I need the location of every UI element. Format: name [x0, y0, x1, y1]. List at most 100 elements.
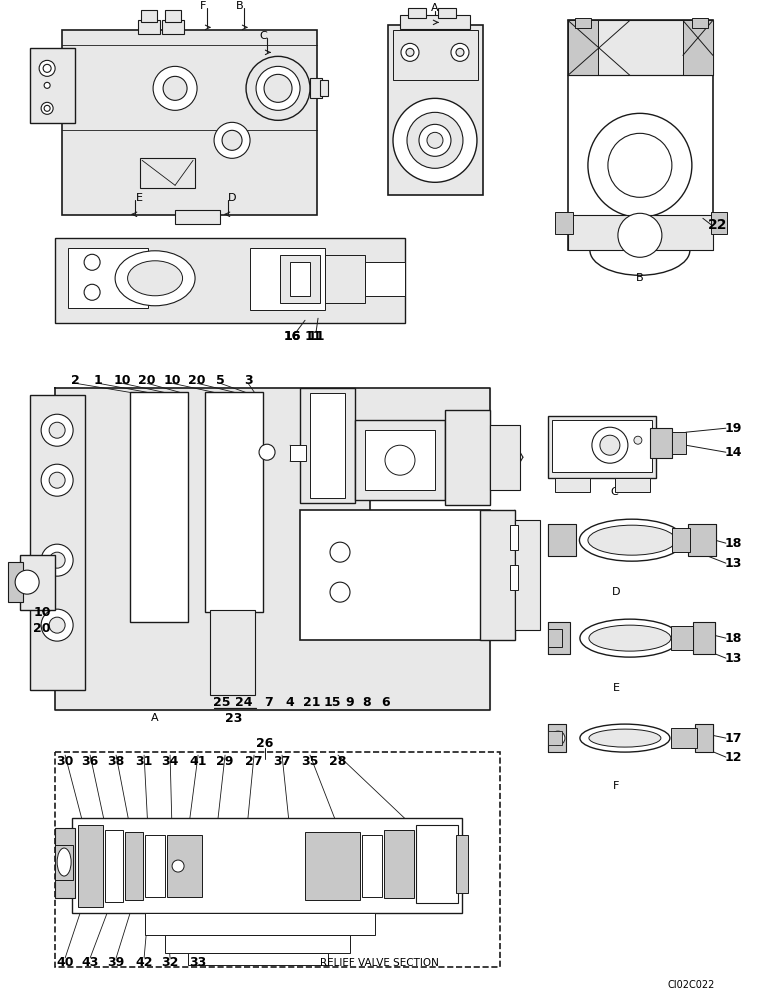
- Bar: [250, 248, 325, 310]
- Bar: [305, 832, 360, 900]
- Text: 17: 17: [724, 732, 742, 745]
- Ellipse shape: [580, 724, 670, 752]
- Text: RELIEF VALVE SECTION: RELIEF VALVE SECTION: [320, 958, 439, 968]
- Text: E: E: [135, 193, 143, 203]
- Ellipse shape: [589, 625, 671, 651]
- Bar: [671, 626, 693, 650]
- Bar: [548, 524, 576, 556]
- Bar: [416, 825, 458, 903]
- Bar: [568, 20, 713, 75]
- Bar: [78, 825, 103, 907]
- Circle shape: [634, 436, 642, 444]
- Bar: [205, 392, 263, 612]
- Text: 37: 37: [274, 755, 291, 768]
- Circle shape: [41, 544, 73, 576]
- Ellipse shape: [589, 729, 661, 747]
- Bar: [456, 835, 468, 893]
- Bar: [671, 728, 697, 748]
- Bar: [548, 416, 656, 478]
- Text: 20: 20: [188, 374, 206, 387]
- Bar: [393, 30, 478, 80]
- Text: CI02C022: CI02C022: [667, 980, 715, 990]
- Text: B: B: [236, 1, 244, 11]
- Text: 20: 20: [138, 374, 156, 387]
- Text: 10: 10: [163, 374, 181, 387]
- Bar: [548, 622, 570, 654]
- Text: 24: 24: [236, 696, 253, 709]
- Circle shape: [407, 112, 463, 168]
- Text: 43: 43: [81, 956, 99, 969]
- Circle shape: [41, 464, 73, 496]
- Circle shape: [41, 414, 73, 446]
- Text: 34: 34: [161, 755, 179, 768]
- Bar: [145, 913, 375, 935]
- Bar: [132, 410, 186, 414]
- Bar: [55, 752, 500, 967]
- Bar: [490, 425, 520, 490]
- Bar: [672, 432, 686, 454]
- Bar: [132, 416, 186, 420]
- Circle shape: [385, 445, 415, 475]
- Text: 12: 12: [724, 751, 742, 764]
- Circle shape: [600, 435, 620, 455]
- Bar: [688, 524, 716, 556]
- Ellipse shape: [57, 848, 71, 876]
- Text: C: C: [610, 487, 618, 497]
- Bar: [145, 835, 165, 897]
- Bar: [20, 555, 55, 610]
- Circle shape: [15, 570, 39, 594]
- Bar: [692, 18, 708, 28]
- Bar: [300, 510, 490, 640]
- Bar: [320, 80, 328, 96]
- Ellipse shape: [588, 525, 676, 555]
- Text: 1: 1: [93, 374, 103, 387]
- Bar: [207, 398, 261, 402]
- Circle shape: [43, 64, 51, 72]
- Bar: [210, 610, 255, 695]
- Bar: [384, 830, 414, 898]
- Text: 25: 25: [214, 696, 231, 709]
- Circle shape: [330, 542, 350, 562]
- Bar: [130, 392, 188, 622]
- Bar: [548, 731, 562, 745]
- Text: 26: 26: [256, 737, 274, 750]
- Text: E: E: [613, 683, 619, 693]
- Text: 40: 40: [56, 956, 74, 969]
- Bar: [400, 15, 470, 29]
- Text: 11: 11: [307, 330, 325, 343]
- Text: 27: 27: [245, 755, 263, 768]
- Text: 8: 8: [363, 696, 372, 709]
- Text: 20: 20: [33, 622, 51, 635]
- Bar: [72, 818, 462, 913]
- Text: 10: 10: [33, 606, 51, 619]
- Circle shape: [163, 76, 187, 100]
- Circle shape: [39, 60, 55, 76]
- Circle shape: [44, 82, 50, 88]
- Bar: [30, 48, 75, 123]
- Bar: [568, 20, 598, 75]
- Text: 28: 28: [329, 755, 347, 768]
- Bar: [290, 262, 310, 296]
- Circle shape: [84, 284, 100, 300]
- Bar: [650, 428, 672, 458]
- Text: 9: 9: [346, 696, 354, 709]
- Circle shape: [592, 427, 628, 463]
- Bar: [695, 724, 713, 752]
- Text: 22: 22: [708, 218, 727, 232]
- Text: 2: 2: [71, 374, 80, 387]
- Bar: [672, 528, 690, 552]
- Bar: [300, 388, 355, 503]
- Bar: [362, 835, 382, 897]
- Text: 42: 42: [135, 956, 153, 969]
- Circle shape: [246, 56, 310, 120]
- Text: 38: 38: [107, 755, 125, 768]
- Bar: [280, 255, 320, 303]
- Text: 35: 35: [301, 755, 318, 768]
- Text: 13: 13: [724, 557, 742, 570]
- Bar: [162, 20, 184, 34]
- Circle shape: [406, 48, 414, 56]
- Bar: [555, 478, 590, 492]
- Circle shape: [618, 213, 662, 257]
- Bar: [105, 830, 123, 902]
- Text: 13: 13: [724, 652, 742, 665]
